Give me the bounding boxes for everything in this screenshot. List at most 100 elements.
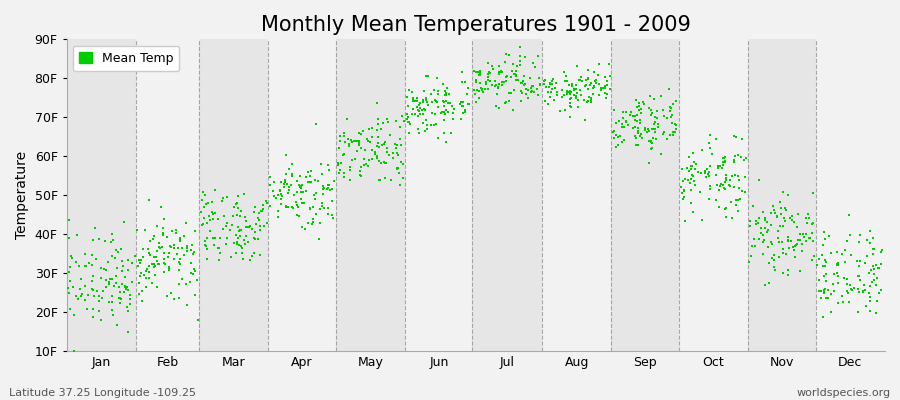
Point xyxy=(701,196,716,202)
Point xyxy=(136,254,150,260)
Point xyxy=(790,236,805,243)
Point xyxy=(473,70,488,76)
Point xyxy=(709,171,724,178)
Point xyxy=(445,103,459,109)
Point xyxy=(567,87,581,93)
Point xyxy=(104,231,119,237)
Point xyxy=(156,230,170,236)
Bar xyxy=(67,39,136,351)
Point xyxy=(293,172,308,179)
Point xyxy=(199,243,213,250)
Point xyxy=(572,87,587,94)
Point xyxy=(352,130,366,136)
Point xyxy=(295,224,310,230)
Point xyxy=(104,276,118,283)
Point xyxy=(752,177,766,183)
Point xyxy=(141,250,156,256)
Point xyxy=(838,246,852,253)
Point xyxy=(212,256,226,263)
Point xyxy=(292,204,306,210)
Point xyxy=(362,126,376,132)
Point xyxy=(563,104,578,111)
Point xyxy=(71,295,86,302)
Point xyxy=(78,263,93,269)
Point xyxy=(454,102,469,109)
Point xyxy=(647,129,662,136)
Point xyxy=(171,266,185,273)
Point xyxy=(332,138,347,145)
Point xyxy=(416,120,430,126)
Point xyxy=(562,87,577,94)
Point xyxy=(92,308,106,314)
Point xyxy=(780,236,795,243)
Point xyxy=(781,244,796,251)
Point xyxy=(767,207,781,213)
Legend: Mean Temp: Mean Temp xyxy=(73,46,179,71)
Point xyxy=(436,103,451,110)
Point xyxy=(729,202,743,208)
Point xyxy=(662,86,677,93)
Point xyxy=(207,242,221,248)
Point xyxy=(392,124,407,130)
Point xyxy=(869,298,884,304)
Point xyxy=(631,125,645,131)
Point xyxy=(798,231,813,238)
Point xyxy=(866,251,880,258)
Point xyxy=(132,257,147,263)
Point xyxy=(112,295,126,301)
Point xyxy=(287,192,302,199)
Point xyxy=(562,114,577,120)
Point xyxy=(735,188,750,194)
Point xyxy=(633,120,647,126)
Point xyxy=(531,92,545,98)
Point xyxy=(141,197,156,203)
Point xyxy=(349,148,364,155)
Point xyxy=(302,169,316,175)
Point xyxy=(285,205,300,211)
Point xyxy=(472,88,486,94)
Point xyxy=(700,171,715,178)
Point xyxy=(508,71,523,77)
Point xyxy=(208,210,222,216)
Point xyxy=(719,172,733,178)
Point xyxy=(567,86,581,92)
Point xyxy=(756,232,770,238)
Point xyxy=(488,78,502,84)
Point xyxy=(842,282,857,288)
Point xyxy=(150,258,165,264)
Point xyxy=(161,254,176,260)
Point xyxy=(198,201,212,208)
Point xyxy=(684,176,698,182)
Point xyxy=(504,74,518,80)
Point xyxy=(592,92,607,98)
Point xyxy=(776,270,790,276)
Point xyxy=(410,103,425,110)
Point xyxy=(554,87,569,94)
Point xyxy=(580,76,595,82)
Point xyxy=(402,86,417,93)
Point xyxy=(778,218,792,224)
Point xyxy=(749,221,763,228)
Point xyxy=(541,101,555,107)
Point xyxy=(371,140,385,146)
Point xyxy=(78,283,93,289)
Point xyxy=(844,286,859,292)
Point xyxy=(724,215,739,222)
Point xyxy=(74,293,88,299)
Point xyxy=(644,106,659,113)
Point xyxy=(274,201,289,207)
Point xyxy=(99,284,113,290)
Point xyxy=(167,296,182,302)
Point xyxy=(251,235,266,242)
Point xyxy=(431,104,446,111)
Point xyxy=(242,223,256,229)
Point xyxy=(836,299,850,305)
Point xyxy=(207,187,221,193)
Point xyxy=(685,172,699,178)
Point xyxy=(350,138,365,145)
Point xyxy=(544,89,558,95)
Point xyxy=(375,141,390,148)
Point xyxy=(72,263,86,269)
Point xyxy=(491,63,506,69)
Point xyxy=(572,97,586,103)
